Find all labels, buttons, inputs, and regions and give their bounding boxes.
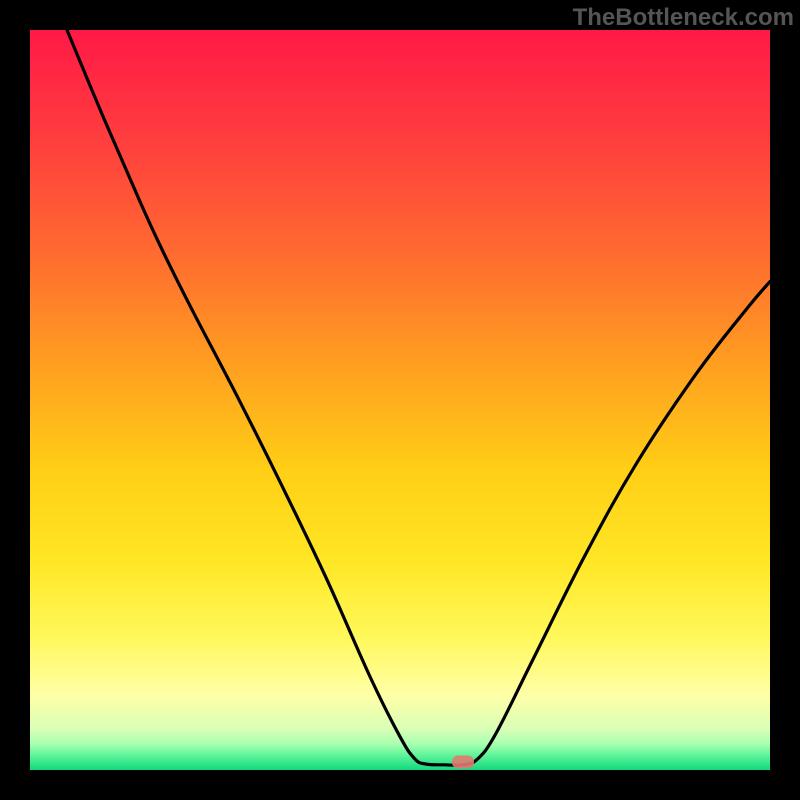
optimum-marker: [452, 755, 474, 768]
plot-area: [30, 30, 770, 770]
chart-container: TheBottleneck.com: [0, 0, 800, 800]
bottleneck-curve: [30, 30, 770, 770]
attribution-text: TheBottleneck.com: [573, 4, 794, 32]
